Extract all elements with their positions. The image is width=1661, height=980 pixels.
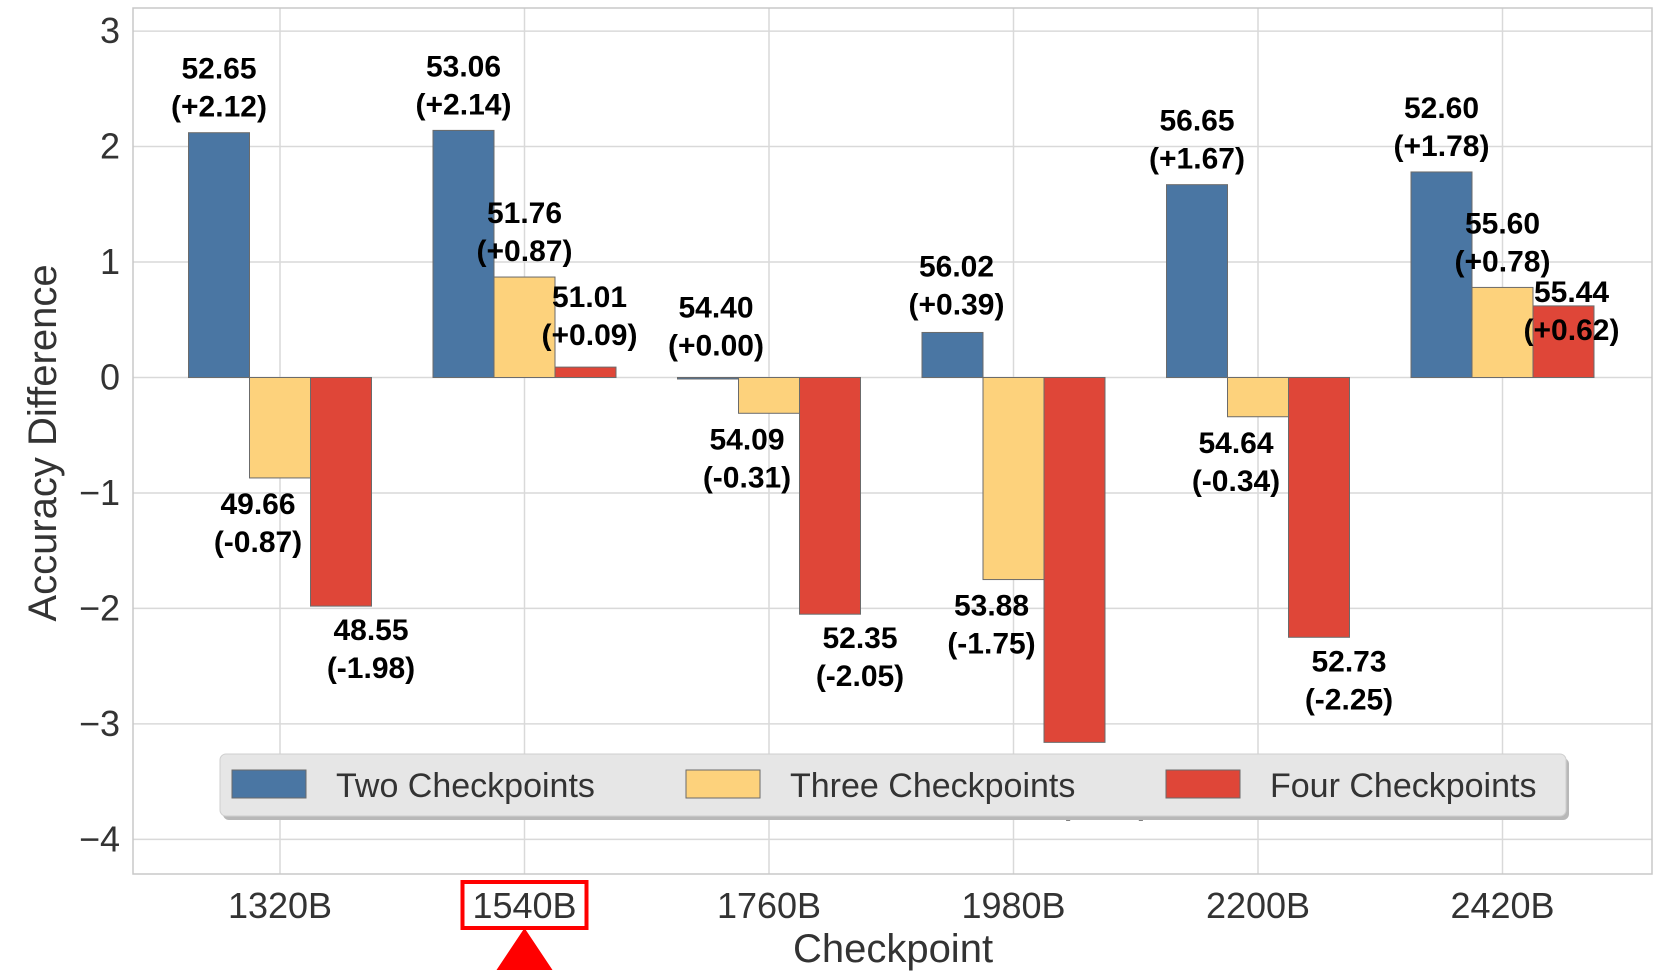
bar-three-checkpoints-2420B [1471, 286, 1534, 378]
data-label-three-checkpoints-2200B: 54.64 (-0.34) [1192, 427, 1280, 498]
bar-two-checkpoints-2420B [1410, 171, 1473, 378]
bar-four-checkpoints-2200B [1288, 376, 1350, 638]
highlight-triangle-icon [496, 928, 553, 970]
bar-three-checkpoints-1760B [738, 376, 800, 414]
bar-three-checkpoints-1540B [493, 276, 556, 378]
y-tick-label: −2 [79, 587, 120, 628]
y-tick-label: 2 [100, 126, 120, 167]
data-label-four-checkpoints-2420B: 55.44 (+0.62) [1524, 276, 1620, 347]
bar-three-checkpoints-1980B [982, 376, 1045, 581]
y-tick-label: −4 [79, 818, 120, 859]
bar-four-checkpoints-1540B [554, 366, 617, 378]
legend-label-two-checkpoints: Two Checkpoints [336, 767, 595, 805]
legend-label-three-checkpoints: Three Checkpoints [790, 767, 1075, 805]
x-tick-label-1320B: 1320B [228, 885, 332, 926]
bar-three-checkpoints-2200B [1227, 376, 1289, 418]
legend-swatch-three-checkpoints [685, 769, 761, 799]
legend-swatch-four-checkpoints [1165, 769, 1241, 799]
x-tick-label-1760B: 1760B [717, 885, 821, 926]
bar-two-checkpoints-2200B [1166, 184, 1228, 378]
x-tick-label-2420B: 2420B [1450, 885, 1554, 926]
data-label-four-checkpoints-1760B: 52.35 (-2.05) [816, 622, 904, 693]
data-label-three-checkpoints-1540B: 51.76 (+0.87) [477, 197, 573, 268]
bar-three-checkpoints-1320B [249, 376, 311, 479]
bars [188, 129, 1595, 743]
data-label-three-checkpoints-2420B: 55.60 (+0.78) [1455, 207, 1551, 278]
data-label-two-checkpoints-2200B: 56.65 (+1.67) [1149, 105, 1245, 176]
data-label-three-checkpoints-1760B: 54.09 (-0.31) [703, 423, 791, 494]
data-label-three-checkpoints-1320B: 49.66 (-0.87) [214, 488, 302, 559]
y-tick-labels: 3 2 1 0 −1 −2 −3 −4 [79, 10, 120, 859]
bar-four-checkpoints-1980B [1043, 376, 1106, 743]
y-tick-label: −1 [79, 472, 120, 513]
y-tick-label: 0 [100, 356, 120, 397]
legend: Two Checkpoints Three Checkpoints Four Che… [219, 753, 1569, 820]
legend-swatch-two-checkpoints [231, 769, 307, 799]
data-label-two-checkpoints-1760B: 54.40 (+0.00) [668, 291, 764, 362]
plot-frame [132, 7, 1653, 875]
highlight-marker [460, 880, 589, 970]
y-tick-label: −3 [79, 703, 120, 744]
y-axis-title: Accuracy Difference [21, 264, 65, 621]
x-axis-title: Checkpoint [793, 927, 993, 971]
x-tick-label-1540B: 1540B [472, 885, 576, 926]
data-label-two-checkpoints-1980B: 56.02 (+0.39) [909, 250, 1005, 321]
y-tick-label: 3 [100, 10, 120, 51]
data-label-two-checkpoints-1540B: 53.06 (+2.14) [416, 50, 512, 121]
bar-four-checkpoints-2420B [1532, 305, 1595, 378]
y-tick-label: 1 [100, 241, 120, 282]
data-label-two-checkpoints-1320B: 52.65 (+2.12) [171, 53, 267, 124]
plot-border [132, 7, 1653, 875]
bar-four-checkpoints-1320B [310, 376, 372, 607]
data-labels: 52.65 (+2.12) 53.06 (+2.14) 54.40 (+0.00) 56.0… [171, 50, 1619, 821]
grid [133, 8, 1652, 874]
legend-label-four-checkpoints: Four Checkpoints [1270, 767, 1536, 805]
data-label-four-checkpoints-2200B: 52.73 (-2.25) [1305, 645, 1393, 716]
bar-two-checkpoints-1980B [921, 331, 984, 378]
x-tick-labels: 1320B 1540B 1760B 1980B 2200B 2420B [228, 885, 1555, 926]
bar-two-checkpoints-1760B [677, 376, 739, 380]
bar-two-checkpoints-1320B [188, 132, 250, 378]
data-label-two-checkpoints-2420B: 52.60 (+1.78) [1394, 92, 1490, 163]
data-label-four-checkpoints-1540B: 51.01 (+0.09) [542, 281, 638, 352]
data-label-four-checkpoints-1320B: 48.55 (-1.98) [327, 614, 415, 685]
data-label-three-checkpoints-1980B: 53.88 (-1.75) [947, 590, 1035, 661]
x-tick-label-2200B: 2200B [1206, 885, 1310, 926]
bar-two-checkpoints-1540B [432, 129, 495, 378]
bar-four-checkpoints-1760B [799, 376, 861, 615]
x-tick-label-1980B: 1980B [961, 885, 1065, 926]
